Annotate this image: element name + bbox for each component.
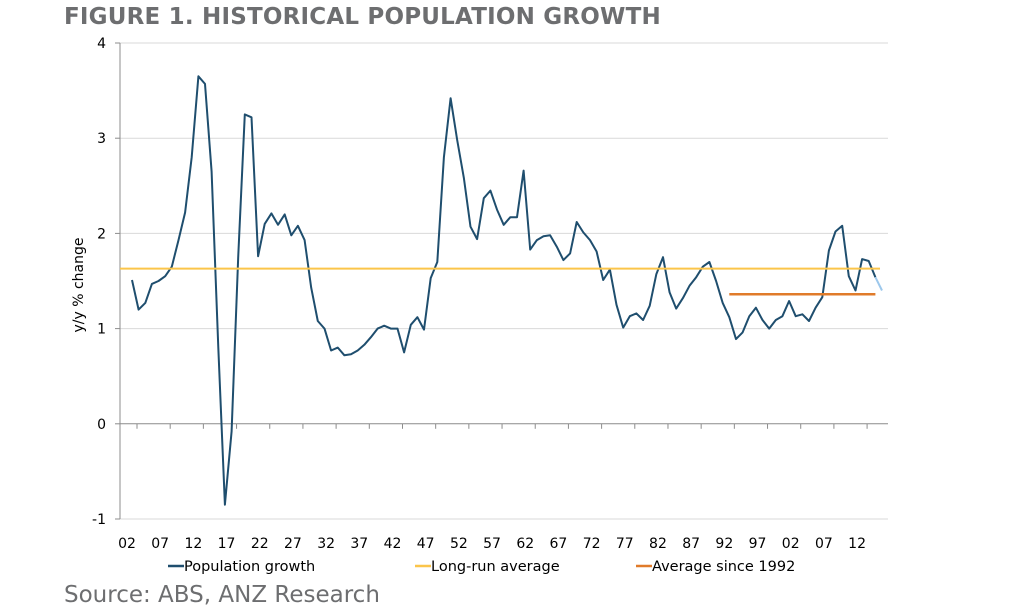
x-tick-label: 27 [284,536,302,552]
x-tick-label: 32 [317,536,335,552]
y-tick-label: 2 [97,226,106,242]
x-tick-label: 37 [350,536,368,552]
series-population-growth-projection [874,276,883,291]
x-tick-label: 67 [550,536,568,552]
x-tick-label: 52 [450,536,468,552]
x-tick-label: 87 [682,536,700,552]
legend-long-run-average: Long-run average [415,559,560,575]
legend-average-since-1992: Average since 1992 [636,559,795,575]
source-note: Source: ABS, ANZ Research [64,582,380,608]
y-tick-label: -1 [92,512,106,528]
y-tick-label: 0 [97,417,106,433]
x-tick-label: 12 [848,536,866,552]
x-tick-label: 02 [118,536,136,552]
x-tick-label: 17 [218,536,236,552]
x-tick-label: 57 [483,536,501,552]
x-tick-label: 42 [384,536,402,552]
x-tick-label: 07 [151,536,169,552]
legend-label: Population growth [184,559,315,575]
y-axis-label: y/y % change [71,237,87,332]
chart-title: FIGURE 1. HISTORICAL POPULATION GROWTH [64,4,661,30]
series-population-growth [131,75,877,506]
plot-series [120,75,883,506]
x-tick-label: 62 [516,536,534,552]
x-tick-label: 97 [749,536,767,552]
y-tick-label: 1 [97,322,106,338]
x-tick-label: 07 [815,536,833,552]
x-tick-label: 02 [782,536,800,552]
x-tick-label: 72 [583,536,601,552]
legend-label: Average since 1992 [652,559,795,575]
x-tick-label: 47 [417,536,435,552]
x-tick-label: 92 [715,536,733,552]
x-tick-label: 77 [616,536,634,552]
x-tick-label: 22 [251,536,269,552]
y-tick-label: 4 [97,36,106,52]
legend: Population growth Long-run average Average… [168,559,795,575]
legend-population-growth: Population growth [168,559,315,575]
x-tick-label: 12 [184,536,202,552]
gridlines [120,42,888,520]
y-tick-label: 3 [97,131,106,147]
legend-label: Long-run average [431,559,560,575]
x-tick-label: 82 [649,536,667,552]
